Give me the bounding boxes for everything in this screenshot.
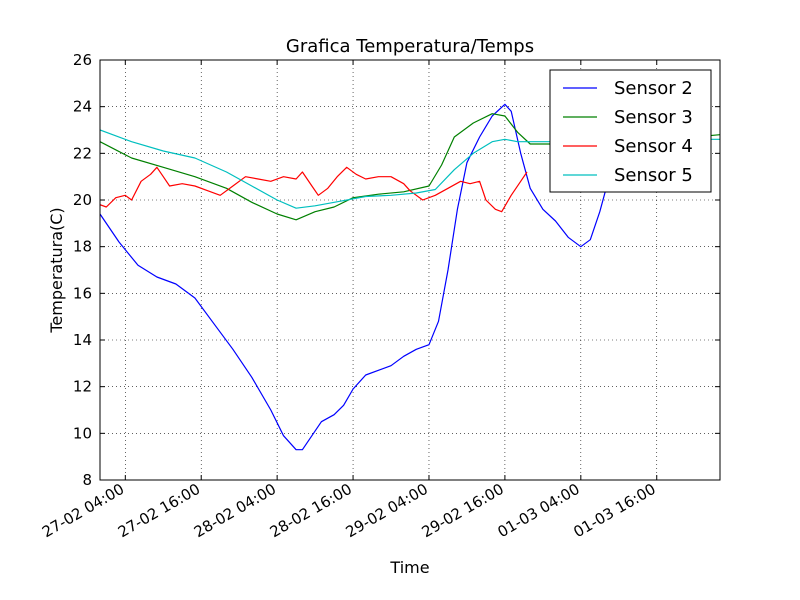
y-tick-label: 10 [73,424,92,442]
series-line-2 [100,113,720,221]
x-tick-label: 29-02 04:00 [343,480,431,541]
series-layer [100,103,720,451]
y-axis: 8 10 12 14 16 18 20 22 24 26 [73,51,720,489]
x-tick-label: 29-02 16:00 [419,480,507,541]
y-tick-label: 16 [73,284,92,302]
y-tick-label: 26 [73,51,92,69]
legend-entry: Sensor 3 [614,107,693,128]
y-tick-label: 24 [73,98,92,116]
x-tick-label: 01-03 04:00 [494,480,582,541]
chart-title: Grafica Temperatura/Temps [286,36,534,57]
legend-box [549,69,712,193]
plot-frame [99,59,721,481]
x-tick-label: 28-02 04:00 [191,480,279,541]
y-axis-label: Temperatura(C) [47,207,66,333]
y-tick-label: 18 [73,238,92,256]
legend: Sensor 2 Sensor 3 Sensor 4 Sensor 5 [549,69,712,193]
x-tick-label: 28-02 16:00 [267,480,355,541]
y-tick-label: 12 [73,378,92,396]
y-tick-label: 14 [73,331,92,349]
legend-entry: Sensor 4 [614,136,693,157]
series-line-1 [100,103,610,451]
legend-entry: Sensor 2 [614,78,693,99]
series-line-4 [100,129,720,209]
x-tick-label: 27-02 04:00 [39,480,127,541]
y-tick-label: 8 [82,471,92,489]
x-axis-label: Time [389,558,429,577]
y-tick-label: 22 [73,144,92,162]
legend-entry: Sensor 5 [614,165,693,186]
x-tick-label: 27-02 16:00 [115,480,203,541]
y-tick-label: 20 [73,191,92,209]
x-tick-label: 01-03 16:00 [570,480,658,541]
series-line-3 [100,166,528,213]
